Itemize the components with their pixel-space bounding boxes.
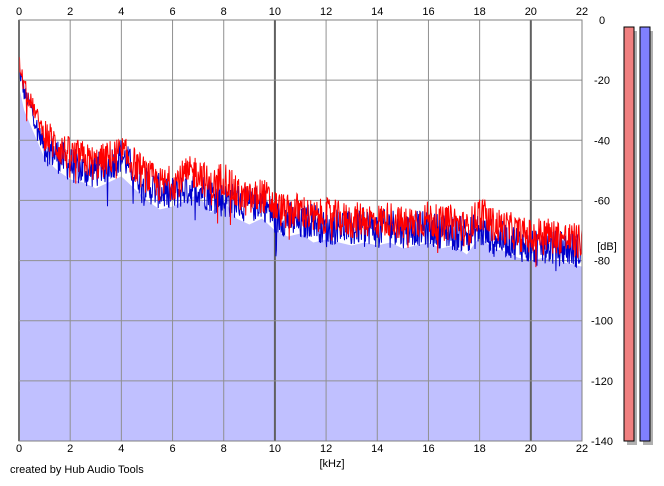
x-tick-label-bottom: 8 xyxy=(221,443,227,455)
y-tick-label: -80 xyxy=(594,256,610,268)
x-tick-label-top: 0 xyxy=(16,6,22,18)
y-tick-labels: 0 -20 -40 -60 -80 -100 -120 -140 xyxy=(591,15,613,448)
x-tick-label-bottom: 2 xyxy=(67,443,73,455)
x-tick-label-top: 6 xyxy=(169,6,175,18)
y-tick-label: -40 xyxy=(594,135,610,147)
x-tick-label-top: 10 xyxy=(269,6,281,18)
level-meter-right xyxy=(639,26,651,442)
x-tick-label-bottom: 18 xyxy=(474,443,486,455)
x-tick-labels-top: 0 2 4 6 8 10 12 14 16 18 20 22 xyxy=(16,6,588,18)
y-tick-label: -120 xyxy=(591,376,613,388)
x-tick-label-top: 18 xyxy=(474,6,486,18)
x-tick-label-top: 8 xyxy=(221,6,227,18)
spectrum-area-fill xyxy=(19,86,582,442)
credit-text: created by Hub Audio Tools xyxy=(10,464,144,476)
x-tick-label-top: 12 xyxy=(320,6,332,18)
x-tick-label-top: 2 xyxy=(67,6,73,18)
y-tick-label: 0 xyxy=(599,15,605,27)
x-tick-label-top: 20 xyxy=(525,6,537,18)
x-axis-label: [kHz] xyxy=(319,458,344,470)
series-line-blue xyxy=(18,65,583,272)
x-tick-label-bottom: 12 xyxy=(320,443,332,455)
y-tick-label: -20 xyxy=(594,75,610,87)
level-meters xyxy=(623,26,653,445)
series-line-red xyxy=(18,57,583,268)
x-tick-label-bottom: 14 xyxy=(371,443,383,455)
y-tick-label: -100 xyxy=(591,316,613,328)
x-tick-label-bottom: 10 xyxy=(269,443,281,455)
x-tick-label-top: 4 xyxy=(118,6,124,18)
level-meter-left xyxy=(623,26,635,442)
x-tick-label-bottom: 0 xyxy=(16,443,22,455)
x-tick-label-top: 14 xyxy=(371,6,383,18)
series-lines xyxy=(18,57,583,272)
y-axis-label: [dB] xyxy=(597,241,617,253)
x-tick-label-top: 22 xyxy=(576,6,588,18)
y-tick-label: -60 xyxy=(594,195,610,207)
x-tick-label-bottom: 16 xyxy=(422,443,434,455)
x-tick-labels-bottom: 0 2 4 6 8 10 12 14 16 18 20 22 xyxy=(16,443,588,455)
y-tick-label: -140 xyxy=(591,436,613,448)
x-tick-label-bottom: 20 xyxy=(525,443,537,455)
x-tick-label-top: 16 xyxy=(422,6,434,18)
x-tick-label-bottom: 4 xyxy=(118,443,124,455)
x-tick-label-bottom: 6 xyxy=(169,443,175,455)
plot-frame xyxy=(18,19,583,442)
x-tick-label-bottom: 22 xyxy=(576,443,588,455)
